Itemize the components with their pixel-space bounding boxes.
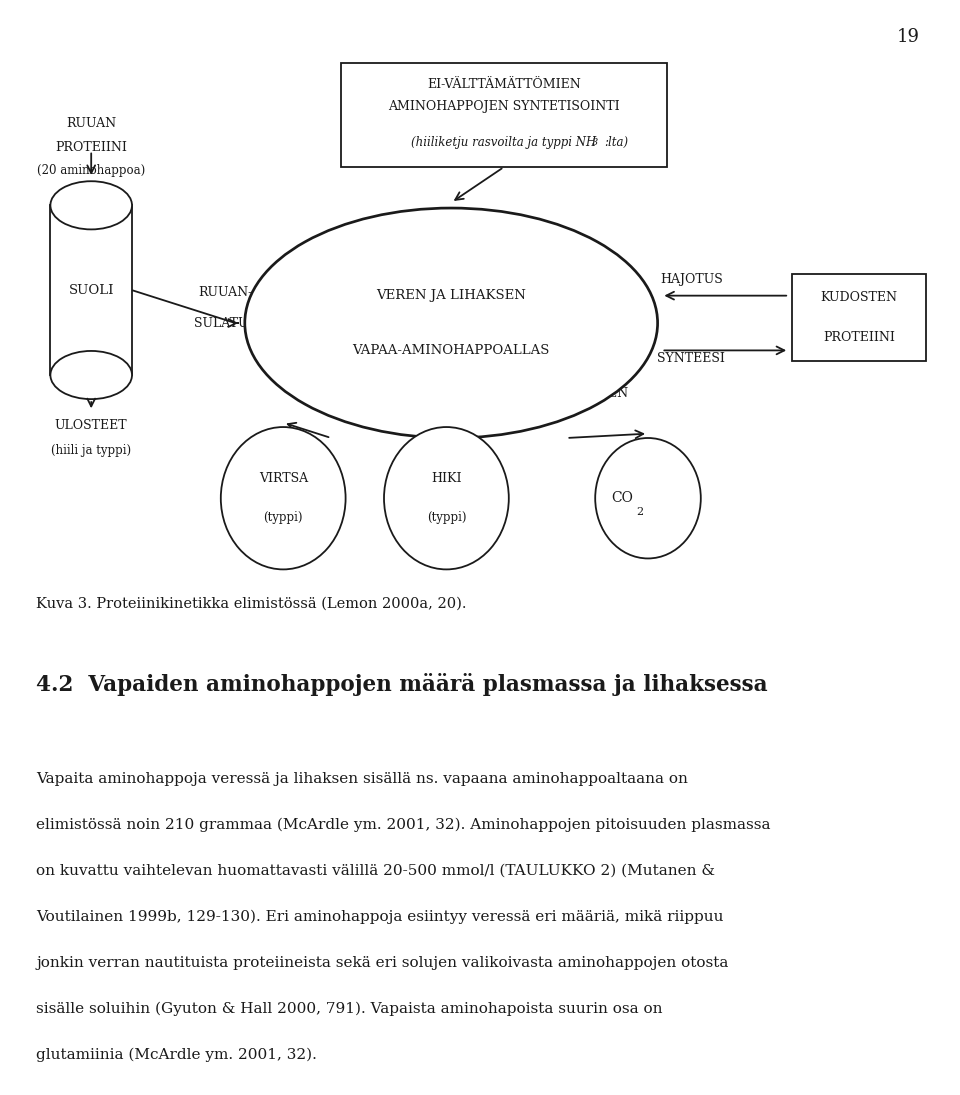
Text: VAPAA-AMINOHAPPOALLAS: VAPAA-AMINOHAPPOALLAS xyxy=(352,344,550,357)
Text: sisälle soluihin (Gyuton & Hall 2000, 791). Vapaista aminohapoista suurin osa on: sisälle soluihin (Gyuton & Hall 2000, 79… xyxy=(36,1002,663,1016)
FancyBboxPatch shape xyxy=(341,64,667,166)
Text: RUUAN: RUUAN xyxy=(66,117,116,129)
Text: HIKI: HIKI xyxy=(431,472,462,485)
Text: Vapaita aminohappoja veressä ja lihaksen sisällä ns. vapaana aminohappoaltaana o: Vapaita aminohappoja veressä ja lihaksen… xyxy=(36,772,688,786)
Text: SULATUS: SULATUS xyxy=(194,316,257,330)
Text: 4.2  Vapaiden aminohappojen määrä plasmassa ja lihaksessa: 4.2 Vapaiden aminohappojen määrä plasmas… xyxy=(36,673,768,696)
Ellipse shape xyxy=(50,181,132,230)
Text: 3: 3 xyxy=(592,138,599,147)
FancyBboxPatch shape xyxy=(792,274,926,361)
Text: AMINOHAPPOJEN SYNTETISOINTI: AMINOHAPPOJEN SYNTETISOINTI xyxy=(388,100,620,113)
Text: HAPETTUMINEN: HAPETTUMINEN xyxy=(515,387,628,400)
Text: (typpi): (typpi) xyxy=(263,511,303,525)
Ellipse shape xyxy=(50,350,132,400)
Text: Voutilainen 1999b, 129-130). Eri aminohappoja esiintyy veressä eri määriä, mikä : Voutilainen 1999b, 129-130). Eri aminoha… xyxy=(36,910,724,924)
Text: PROTEIINI: PROTEIINI xyxy=(56,141,127,153)
Text: glutamiinia (McArdle ym. 2001, 32).: glutamiinia (McArdle ym. 2001, 32). xyxy=(36,1048,318,1062)
Text: jonkin verran nautituista proteiineista sekä eri solujen valikoivasta aminohappo: jonkin verran nautituista proteiineista … xyxy=(36,956,729,970)
Text: KUDOSTEN: KUDOSTEN xyxy=(821,291,898,304)
Text: ULOSTEET: ULOSTEET xyxy=(55,419,128,431)
Text: SYNTEESI: SYNTEESI xyxy=(658,351,725,365)
Circle shape xyxy=(384,427,509,569)
Text: PROTEIINI: PROTEIINI xyxy=(824,331,895,344)
Text: (20 aminohappoa): (20 aminohappoa) xyxy=(37,164,145,176)
Bar xyxy=(50,206,132,374)
Text: (hiiliketju rasvoilta ja typpi NH: (hiiliketju rasvoilta ja typpi NH xyxy=(412,136,596,149)
Text: CO: CO xyxy=(612,492,634,505)
Text: :lta): :lta) xyxy=(604,136,628,149)
Text: on kuvattu vaihtelevan huomattavasti välillä 20-500 mmol/l (TAULUKKO 2) (Mutanen: on kuvattu vaihtelevan huomattavasti väl… xyxy=(36,864,715,878)
Text: elimistössä noin 210 grammaa (McArdle ym. 2001, 32). Aminohappojen pitoisuuden p: elimistössä noin 210 grammaa (McArdle ym… xyxy=(36,818,771,832)
Circle shape xyxy=(221,427,346,569)
Text: 19: 19 xyxy=(897,28,920,46)
Text: HAJOTUS: HAJOTUS xyxy=(660,273,723,286)
Text: EI-VÄLTTÄMÄTTÖMIEN: EI-VÄLTTÄMÄTTÖMIEN xyxy=(427,78,581,91)
Text: SUOLI: SUOLI xyxy=(68,284,114,297)
Text: VEREN JA LIHAKSEN: VEREN JA LIHAKSEN xyxy=(376,289,526,302)
Text: RUUAN-: RUUAN- xyxy=(199,286,252,299)
Circle shape xyxy=(595,438,701,558)
Text: (typpi): (typpi) xyxy=(426,511,467,525)
Text: Kuva 3. Proteiinikinetikka elimistössä (Lemon 2000a, 20).: Kuva 3. Proteiinikinetikka elimistössä (… xyxy=(36,597,467,611)
Text: (hiili ja typpi): (hiili ja typpi) xyxy=(51,445,132,457)
Text: VIRTSA: VIRTSA xyxy=(258,472,308,485)
Ellipse shape xyxy=(245,208,658,438)
Text: 2: 2 xyxy=(636,507,643,517)
